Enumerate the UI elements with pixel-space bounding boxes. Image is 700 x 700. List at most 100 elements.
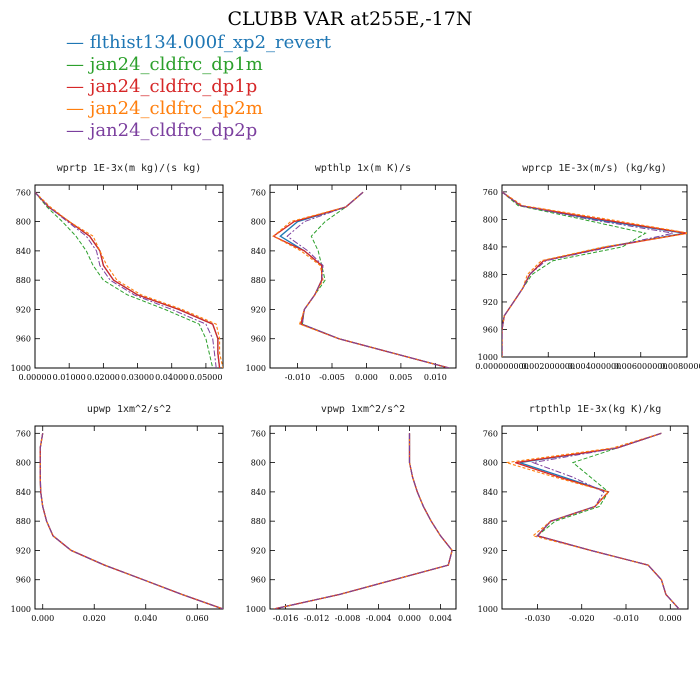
legend-label: jan24_cldfrc_dp2p xyxy=(89,120,258,141)
x-tick-label: -0.005 xyxy=(319,373,345,382)
x-tick-label: 0.02000 xyxy=(87,373,120,382)
y-tick-label: 1000 xyxy=(478,605,498,614)
legend: — flthist134.000f_xp2_revert — jan24_cld… xyxy=(66,32,331,142)
plot-frame xyxy=(34,184,224,369)
legend-dash: — xyxy=(66,76,90,97)
series-line xyxy=(286,191,450,368)
y-tick-label: 1000 xyxy=(11,605,31,614)
series-line xyxy=(515,432,680,609)
y-tick-label: 840 xyxy=(16,488,31,497)
x-tick-label: 0.01000 xyxy=(53,373,86,382)
series-line xyxy=(273,433,453,609)
panel-title: vpwp 1xm^2/s^2 xyxy=(321,404,405,415)
y-tick-label: 760 xyxy=(483,188,498,197)
y-tick-label: 1000 xyxy=(478,353,498,362)
x-tick-label: 0.040 xyxy=(134,614,157,623)
legend-dash: — xyxy=(66,32,90,53)
x-tick-label: 0.010 xyxy=(424,373,447,382)
series-line xyxy=(273,433,453,609)
x-tick-label: 0.000 xyxy=(398,614,421,623)
panel: rtpthlp 1E-3x(kg K)/kg 760 800 840 880 920 960… xyxy=(478,404,689,623)
y-tick-label: 800 xyxy=(16,218,31,227)
y-tick-label: 880 xyxy=(16,517,31,526)
x-tick-label: 0.004 xyxy=(429,614,452,623)
legend-dash: — xyxy=(66,98,90,119)
y-tick-label: 880 xyxy=(251,517,266,526)
x-tick-label: 0.00000 xyxy=(18,373,51,382)
y-tick-label: 840 xyxy=(483,243,498,252)
x-tick-label: -0.004 xyxy=(366,614,392,623)
x-tick-label: -0.016 xyxy=(273,614,299,623)
legend-item: — flthist134.000f_xp2_revert xyxy=(66,32,331,54)
x-tick-label: 0.000000000 xyxy=(475,362,528,371)
y-tick-label: 960 xyxy=(16,576,31,585)
series-line xyxy=(35,191,221,368)
series-line xyxy=(39,433,223,609)
y-tick-label: 880 xyxy=(483,270,498,279)
x-tick-label: 0.000 xyxy=(659,614,682,623)
y-tick-label: 920 xyxy=(483,298,498,307)
series-line xyxy=(35,191,217,368)
legend-dash: — xyxy=(66,120,90,141)
plot-frame xyxy=(501,425,689,610)
series-line xyxy=(301,191,450,368)
y-tick-label: 920 xyxy=(16,546,31,555)
legend-label: jan24_cldfrc_dp1p xyxy=(89,76,258,97)
series-line xyxy=(39,433,223,609)
legend-item: — jan24_cldfrc_dp2p xyxy=(66,120,331,142)
x-tick-label: 0.020 xyxy=(83,614,106,623)
x-tick-label: 0.005 xyxy=(389,373,412,382)
legend-item: — jan24_cldfrc_dp1p xyxy=(66,76,331,98)
y-tick-label: 800 xyxy=(251,459,266,468)
series-line xyxy=(502,191,674,357)
y-tick-label: 960 xyxy=(251,576,266,585)
series-line xyxy=(502,191,687,357)
figure-title: CLUBB VAR at255E,-17N xyxy=(227,8,473,30)
series-line xyxy=(35,191,221,368)
y-tick-label: 760 xyxy=(16,188,31,197)
y-tick-label: 880 xyxy=(251,276,266,285)
series-line xyxy=(272,191,450,368)
y-tick-label: 760 xyxy=(251,188,266,197)
series-line xyxy=(536,432,680,609)
y-tick-label: 960 xyxy=(483,576,498,585)
legend-item: — jan24_cldfrc_dp2m xyxy=(66,98,331,120)
legend-dash: — xyxy=(66,54,90,75)
y-tick-label: 760 xyxy=(483,429,498,438)
panel-title: wprcp 1E-3x(m/s) (kg/kg) xyxy=(522,163,667,174)
y-tick-label: 840 xyxy=(483,488,498,497)
panel: wprcp 1E-3x(m/s) (kg/kg) 760 800 840 880 920 9… xyxy=(475,163,700,371)
series-line xyxy=(39,433,223,609)
series-line xyxy=(519,432,680,609)
x-tick-label: -0.008 xyxy=(335,614,361,623)
legend-label: flthist134.000f_xp2_revert xyxy=(89,32,331,53)
panel-title: wpthlp 1x(m K)/s xyxy=(315,163,411,174)
x-tick-label: -0.010 xyxy=(285,373,311,382)
x-tick-label: 0.04000 xyxy=(155,373,188,382)
y-tick-label: 800 xyxy=(483,215,498,224)
x-tick-label: 0.000 xyxy=(31,614,54,623)
y-tick-label: 960 xyxy=(251,335,266,344)
plot-frame xyxy=(269,184,457,369)
y-tick-label: 1000 xyxy=(11,364,31,373)
legend-item: — jan24_cldfrc_dp1m xyxy=(66,54,331,76)
x-tick-label: 0.004000000 xyxy=(568,362,621,371)
series-line xyxy=(35,191,214,368)
plot-frame xyxy=(269,425,457,610)
y-tick-label: 880 xyxy=(16,276,31,285)
y-tick-label: 760 xyxy=(16,429,31,438)
series-line xyxy=(35,191,223,368)
x-tick-label: 0.05000 xyxy=(189,373,222,382)
x-tick-label: -0.012 xyxy=(304,614,330,623)
y-tick-label: 1000 xyxy=(246,605,266,614)
panel: wpthlp 1x(m K)/s 760 800 840 880 920 960 1000 -0… xyxy=(246,163,457,382)
y-tick-label: 920 xyxy=(483,546,498,555)
panel-title: rtpthlp 1E-3x(kg K)/kg xyxy=(529,404,661,415)
y-tick-label: 800 xyxy=(16,459,31,468)
series-line xyxy=(273,433,453,609)
y-tick-label: 920 xyxy=(16,305,31,314)
x-tick-label: 0.002000000 xyxy=(522,362,575,371)
x-tick-label: -0.010 xyxy=(613,614,639,623)
x-tick-label: 0.03000 xyxy=(121,373,154,382)
